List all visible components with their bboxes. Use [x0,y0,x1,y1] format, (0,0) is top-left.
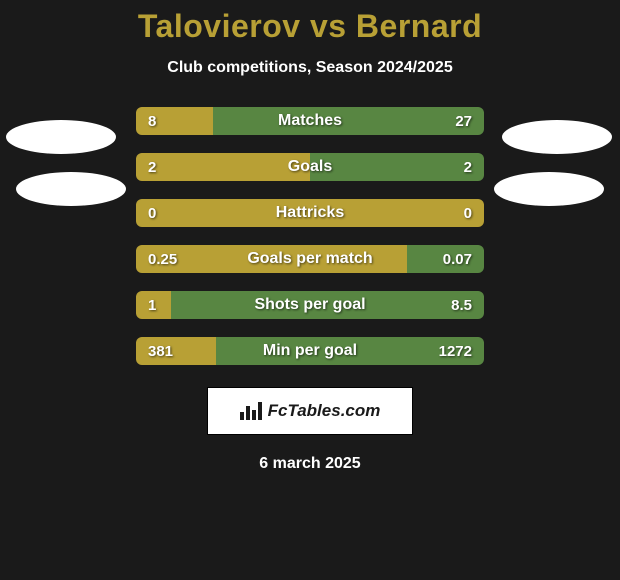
bar-right [407,245,484,273]
club-badge-left-2 [16,172,126,206]
club-badge-right-1 [502,120,612,154]
club-badge-left-1 [6,120,116,154]
subtitle: Club competitions, Season 2024/2025 [0,59,620,77]
bar-left [136,199,484,227]
bar-left [136,337,216,365]
stat-row: 3811272Min per goal [136,337,484,365]
bar-left [136,153,310,181]
bar-left [136,245,407,273]
bar-track [136,245,484,273]
bar-track [136,199,484,227]
date: 6 march 2025 [0,455,620,473]
club-badge-right-2 [494,172,604,206]
bar-left [136,291,171,319]
bar-right [213,107,484,135]
stat-row: 00Hattricks [136,199,484,227]
bar-right [310,153,484,181]
bar-track [136,153,484,181]
bar-right [171,291,484,319]
bar-left [136,107,213,135]
comparison-card: Talovierov vs Bernard Club competitions,… [0,0,620,580]
title: Talovierov vs Bernard [0,8,620,45]
bar-track [136,107,484,135]
attribution-box: FcTables.com [207,387,413,435]
bar-track [136,337,484,365]
bar-right [216,337,484,365]
attribution-text: FcTables.com [268,401,381,421]
stat-row: 22Goals [136,153,484,181]
bar-track [136,291,484,319]
stat-row: 827Matches [136,107,484,135]
bars-icon [240,402,262,420]
stat-row: 0.250.07Goals per match [136,245,484,273]
stat-row: 18.5Shots per goal [136,291,484,319]
